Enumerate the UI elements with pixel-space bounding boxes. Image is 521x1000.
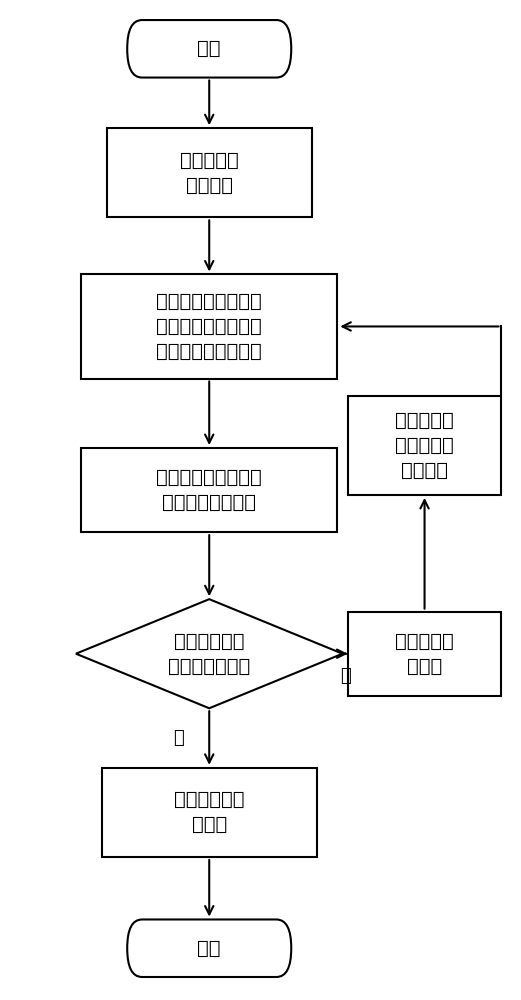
FancyBboxPatch shape (127, 20, 291, 78)
FancyBboxPatch shape (81, 448, 338, 532)
Text: 保存网络模型
型参数: 保存网络模型 型参数 (174, 790, 244, 834)
FancyBboxPatch shape (107, 128, 312, 217)
FancyBboxPatch shape (348, 396, 501, 495)
Text: 求输出值与目标值的
误差（损失函数）: 求输出值与目标值的 误差（损失函数） (156, 468, 262, 512)
Text: 网络模型参
数初始化: 网络模型参 数初始化 (180, 151, 239, 195)
Polygon shape (76, 599, 342, 708)
Text: 否: 否 (340, 667, 351, 685)
Text: 求损失函数
的梯度: 求损失函数 的梯度 (395, 632, 454, 676)
Text: 反向传播算
法更新网络
模型参数: 反向传播算 法更新网络 模型参数 (395, 411, 454, 480)
Text: 输入原图进入网络模
型并给定标注图（目
标值）进行前向传播: 输入原图进入网络模 型并给定标注图（目 标值）进行前向传播 (156, 292, 262, 361)
FancyBboxPatch shape (81, 274, 338, 379)
FancyBboxPatch shape (127, 919, 291, 977)
Text: 开始: 开始 (197, 39, 221, 58)
FancyBboxPatch shape (348, 612, 501, 696)
Text: 损失函数是否
在容许范围内？: 损失函数是否 在容许范围内？ (168, 632, 251, 676)
Text: 是: 是 (173, 729, 184, 747)
FancyBboxPatch shape (102, 768, 317, 857)
Text: 结束: 结束 (197, 939, 221, 958)
